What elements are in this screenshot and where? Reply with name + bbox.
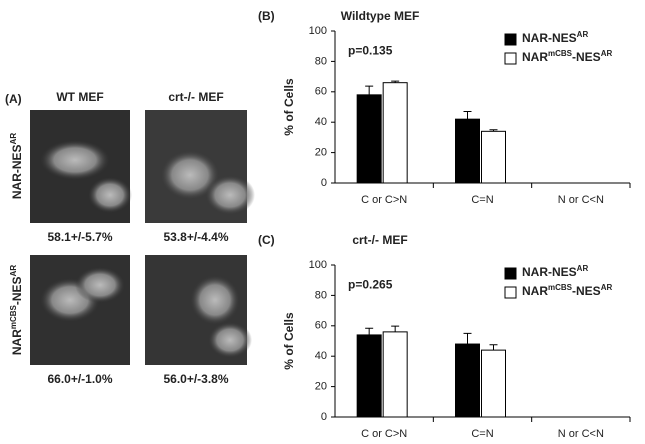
text-part: NAR-NES <box>522 265 577 279</box>
text-part: mCBS <box>548 283 573 292</box>
y-tick-label: 0 <box>321 177 327 189</box>
panel-label: (A) <box>5 92 22 106</box>
legend-swatch <box>504 33 517 46</box>
panel-label: (B) <box>258 9 275 23</box>
y-axis-label: % of Cells <box>282 312 296 370</box>
y-tick-label: 60 <box>315 320 327 332</box>
row-label: NAR-NESAR <box>9 133 25 199</box>
text-part: AR <box>9 265 18 277</box>
y-tick-label: 0 <box>321 411 327 423</box>
bar <box>382 331 408 418</box>
column-label: WT MEF <box>56 90 103 104</box>
error-bar <box>365 85 374 95</box>
bar <box>455 343 480 418</box>
legend-swatch <box>504 267 517 280</box>
annotation: p=0.135 <box>348 44 393 58</box>
error-bar <box>391 325 400 332</box>
legend-swatch <box>504 286 517 299</box>
text-part: mCBS <box>9 304 18 329</box>
y-tick-label: 100 <box>309 25 327 37</box>
text-part: -NES <box>10 276 24 305</box>
text-part: NAR-NES <box>522 31 577 45</box>
legend-label: NAR-NESAR <box>522 30 588 46</box>
text-part: AR <box>577 264 589 273</box>
y-tick-label: 40 <box>315 350 327 362</box>
x-tick-label: C or C>N <box>361 194 407 206</box>
legend-swatch <box>504 52 517 65</box>
legend-label: NARmCBS-NESAR <box>522 49 612 65</box>
row-label: NARmCBS-NESAR <box>9 265 25 355</box>
chart-title: Wildtype MEF <box>341 9 420 23</box>
text-part: -NES <box>572 50 601 64</box>
x-tick-label: C=N <box>471 428 493 440</box>
text-part: NAR <box>522 284 548 298</box>
value-label: 56.0+/-3.8% <box>163 372 228 386</box>
text-part: AR <box>601 49 613 58</box>
text-part: AR <box>577 30 589 39</box>
text-part: NAR <box>522 50 548 64</box>
legend-label: NARmCBS-NESAR <box>522 283 612 299</box>
error-bar <box>365 327 374 335</box>
text-part: NAR-NES <box>10 144 24 199</box>
annotation: p=0.265 <box>348 278 393 292</box>
bar <box>356 94 382 184</box>
y-tick-label: 20 <box>315 381 327 393</box>
y-tick-label: 80 <box>315 55 327 67</box>
x-tick-label: N or C<N <box>558 428 604 440</box>
error-bar <box>489 344 498 351</box>
error-bar <box>489 129 498 132</box>
y-tick-label: 60 <box>315 86 327 98</box>
bar <box>455 118 480 184</box>
text-part: AR <box>601 283 613 292</box>
text-part: mCBS <box>548 49 573 58</box>
x-tick-label: C or C>N <box>361 428 407 440</box>
column-label: crt-/- MEF <box>168 90 223 104</box>
y-tick-label: 100 <box>309 259 327 271</box>
text-part: -NES <box>572 284 601 298</box>
x-tick-label: C=N <box>471 194 493 206</box>
y-tick-label: 80 <box>315 289 327 301</box>
error-bar <box>463 332 472 345</box>
value-label: 58.1+/-5.7% <box>47 230 112 244</box>
text-part: NAR <box>10 329 24 355</box>
bar <box>382 82 408 184</box>
value-label: 53.8+/-4.4% <box>163 230 228 244</box>
legend-label: NAR-NESAR <box>522 264 588 280</box>
bar <box>481 130 506 184</box>
bar <box>356 334 382 418</box>
y-tick-label: 20 <box>315 147 327 159</box>
error-bar <box>391 80 400 83</box>
bar <box>481 349 506 418</box>
value-label: 66.0+/-1.0% <box>47 372 112 386</box>
text-part: AR <box>9 133 18 145</box>
y-tick-label: 40 <box>315 116 327 128</box>
micrographs <box>30 110 255 365</box>
panel-label: (C) <box>258 233 275 247</box>
y-axis-label: % of Cells <box>282 78 296 136</box>
error-bar <box>463 111 472 120</box>
x-tick-label: N or C<N <box>558 194 604 206</box>
chart-title: crt-/- MEF <box>352 233 407 247</box>
